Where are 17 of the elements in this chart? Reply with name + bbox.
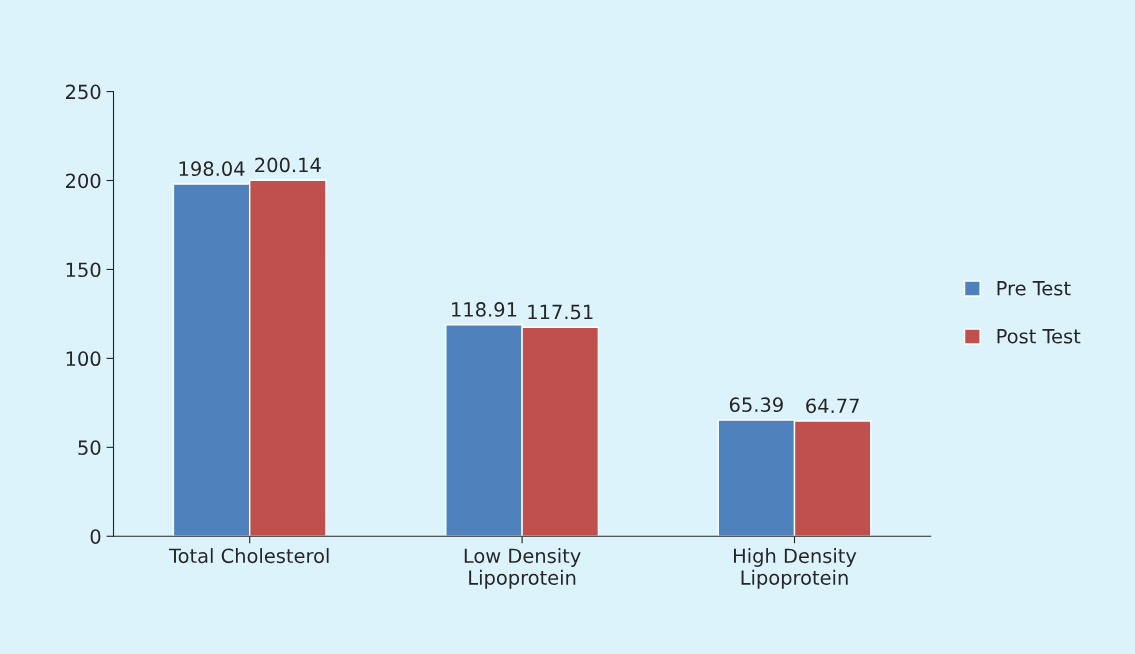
y-tick-label: 50 [78, 440, 101, 455]
data-label: 200.14 [255, 157, 321, 173]
data-label: 65.39 [729, 397, 783, 413]
y-tick-label: 200 [66, 173, 101, 189]
x-tick-label: High Density Lipoprotein [734, 548, 857, 589]
y-tick-label: 100 [66, 351, 101, 367]
y-tick-label: 0 [90, 529, 101, 544]
legend-label: Pre Test [997, 281, 1071, 296]
x-tick-label: Low Density Lipoprotein [464, 548, 581, 589]
y-tick-label: 150 [66, 262, 101, 278]
data-label: 117.51 [528, 304, 593, 320]
data-label: 118.91 [452, 302, 517, 317]
data-label: 198.04 [179, 161, 245, 177]
y-tick-label: 250 [66, 84, 101, 100]
legend-label: Post Test [997, 329, 1081, 344]
data-label: 64.77 [806, 398, 859, 414]
x-tick-label: Total Cholesterol [168, 548, 329, 564]
